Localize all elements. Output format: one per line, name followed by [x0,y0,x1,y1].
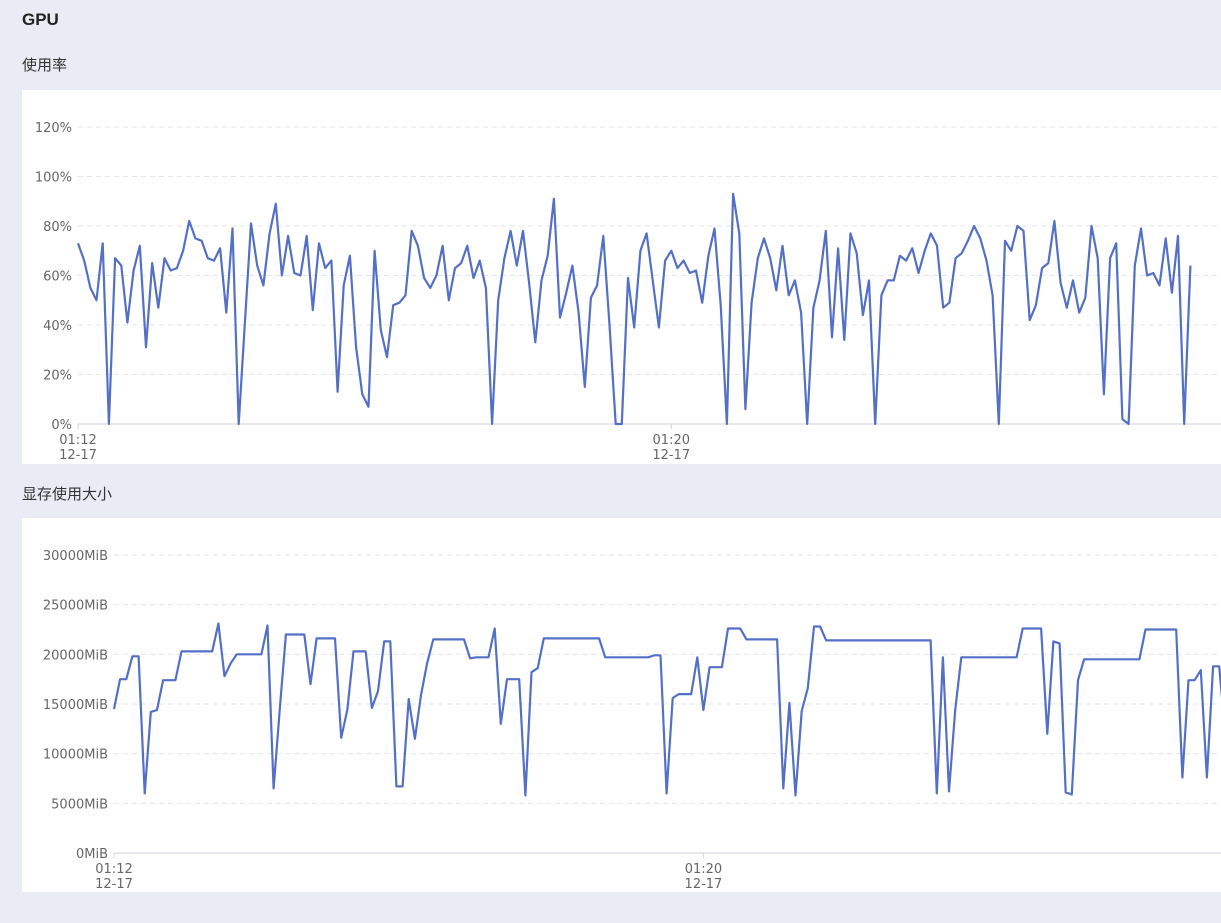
x-tick-label-time: 01:12 [95,862,132,877]
memory-line-chart: 0MiB 5000MiB 10000MiB 15000MiB 20000MiB 25000… [43,549,1221,892]
usage-line-chart: 0%20%40%60%80%100%120%01:1212-1701:2012-… [35,121,1221,463]
y-tick-label: 100% [35,171,72,186]
y-tick-label: 60% [43,270,72,285]
y-tick-label: 0% [51,418,72,433]
y-tick-label: 20000MiB [43,648,108,663]
x-tick-label-date: 12-17 [652,448,690,463]
section-title: GPU [22,10,59,29]
y-tick-label: 10000MiB [43,748,108,763]
series-line [112,622,1221,797]
y-tick-label: 30000MiB [43,549,108,564]
y-tick-label: 0MiB [76,847,108,862]
y-tick-label: 15000MiB [43,698,108,713]
memory-chart-panel: 0MiB 5000MiB 10000MiB 15000MiB 20000MiB 25000… [22,518,1221,892]
x-tick-label-time: 01:20 [685,862,722,877]
y-tick-label: 25000MiB [43,599,108,614]
usage-chart-panel: 0% 20% 40% 60% 80% 100% 120% 01:12 12-17 01:20 12-… [22,90,1221,464]
memory-chart-label: 显存使用大小 [22,485,113,503]
y-tick-label: 120% [35,121,72,136]
y-tick-label: 20% [43,369,72,384]
x-tick-label-time: 01:12 [59,433,96,448]
x-tick-label-date: 12-17 [95,877,133,892]
usage-chart-label: 使用率 [22,56,68,74]
y-tick-label: 40% [43,319,72,334]
y-tick-label: 80% [43,220,72,235]
x-tick-label-time: 01:20 [653,433,690,448]
y-tick-label: 5000MiB [51,797,108,812]
x-tick-label-date: 12-17 [59,448,97,463]
series-line [76,192,1192,426]
x-tick-label-date: 12-17 [685,877,723,892]
